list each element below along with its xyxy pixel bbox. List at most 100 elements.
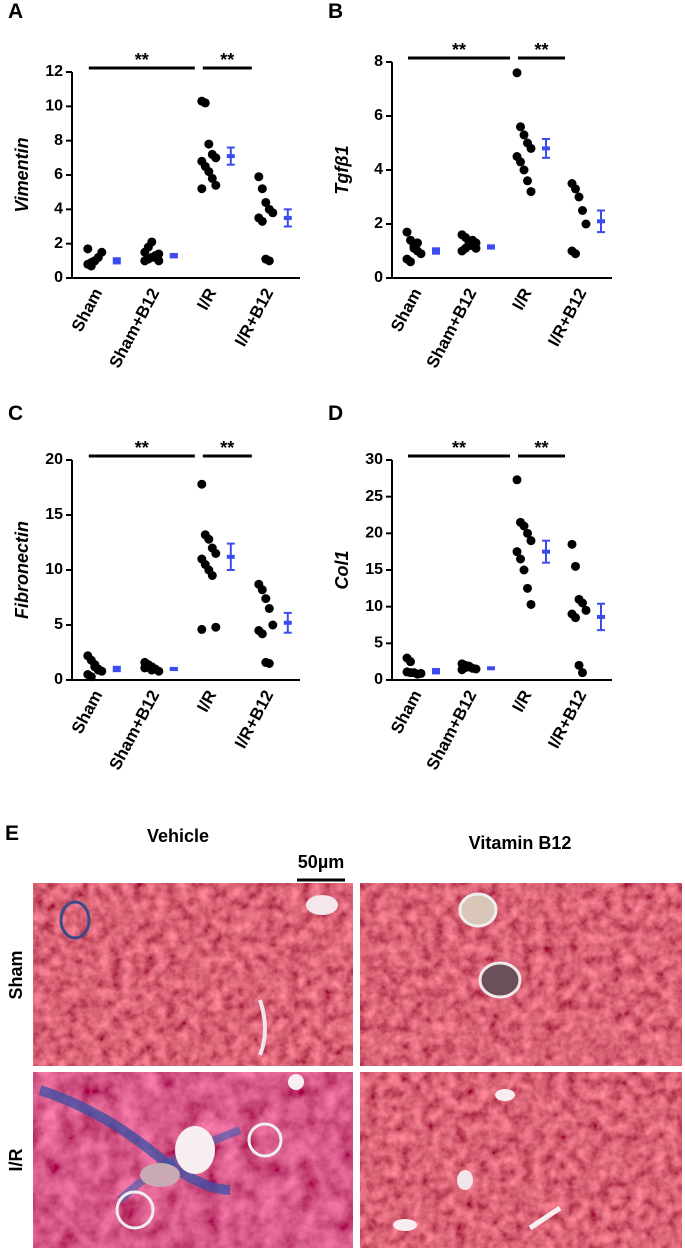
data-point [523,528,532,538]
x-tick-label: I/R [193,687,220,715]
data-point [578,668,587,678]
column-label: Vehicle [147,826,209,846]
data-point [147,237,157,247]
data-point [93,665,103,675]
panel-label: B [328,0,343,23]
data-point [200,98,210,108]
y-tick-label: 4 [54,201,63,218]
data-point [254,172,264,182]
data-point [264,256,274,266]
data-point [526,143,536,153]
data-point [581,605,591,615]
x-tick-label: Sham+B12 [105,687,163,773]
data-point [204,534,214,544]
y-tick-label: 4 [374,161,383,178]
data-point [526,599,536,609]
y-tick-label: 25 [365,488,383,505]
data-point [264,659,274,668]
significance-label: ** [534,40,548,60]
data-point [406,257,415,267]
data-point [571,613,580,623]
y-tick-label: 10 [45,98,63,115]
data-point [154,256,164,266]
row-label: I/R [6,1148,26,1171]
y-tick-label: 0 [54,671,63,688]
micrograph [360,883,682,1066]
data-point [268,208,278,218]
y-tick-label: 0 [54,269,63,286]
y-tick-label: 8 [374,53,383,70]
y-tick-label: 15 [45,506,63,523]
x-tick-label: I/R+B12 [544,687,590,751]
row-label: Sham [6,950,26,999]
data-point [519,130,529,140]
data-point [581,219,591,229]
data-point [512,475,522,485]
data-point [471,664,481,674]
data-point [519,521,529,531]
data-point [512,547,522,557]
data-point [578,206,587,215]
y-tick-label: 6 [54,166,63,183]
data-point [268,620,278,630]
x-tick-label: Sham+B12 [423,285,481,371]
data-point [526,536,536,546]
panel-label: E [5,822,19,845]
data-point [578,598,587,608]
data-point [147,665,157,675]
data-point [261,197,271,207]
data-point [464,661,474,671]
data-point [211,153,221,163]
data-point [197,479,207,489]
significance-label: ** [452,438,466,458]
data-point [523,583,532,593]
y-axis-label: Vimentin [12,137,32,212]
data-point [571,561,580,571]
x-tick-label: Sham [68,687,107,737]
data-point [97,247,107,257]
x-tick-label: I/R+B12 [231,687,277,751]
data-point [257,585,267,595]
data-point [83,244,93,254]
x-tick-label: I/R+B12 [544,285,590,349]
y-tick-label: 10 [45,561,63,578]
data-point [574,192,584,202]
x-tick-label: Sham+B12 [105,285,163,371]
y-tick-label: 5 [374,635,383,652]
y-tick-label: 20 [365,525,383,542]
data-point [264,604,274,613]
x-tick-label: Sham [68,285,107,335]
significance-label: ** [220,438,234,458]
panel-label: A [8,0,23,23]
data-point [406,657,415,667]
significance-label: ** [220,50,234,70]
data-point [207,571,217,580]
data-point [516,122,525,132]
data-point [204,167,214,177]
panel-label: D [328,402,343,425]
y-tick-label: 8 [54,132,63,149]
y-tick-label: 0 [374,269,383,286]
micrograph [33,883,353,1066]
x-tick-label: I/R [193,285,220,313]
data-point [211,180,221,190]
data-point [413,238,422,248]
panel-label: C [8,402,23,425]
data-point [197,184,207,194]
data-point [154,666,164,676]
data-point [90,256,100,266]
data-point [471,238,481,248]
x-tick-label: Sham [387,687,426,737]
y-tick-label: 20 [45,451,63,468]
data-point [211,622,221,632]
data-point [86,672,96,682]
significance-label: ** [135,50,149,70]
data-point [207,173,217,183]
micrograph [33,1072,353,1248]
micrograph [360,1072,682,1248]
data-point [406,668,415,678]
significance-label: ** [135,438,149,458]
x-tick-label: I/R [509,285,536,313]
data-point [416,668,426,678]
